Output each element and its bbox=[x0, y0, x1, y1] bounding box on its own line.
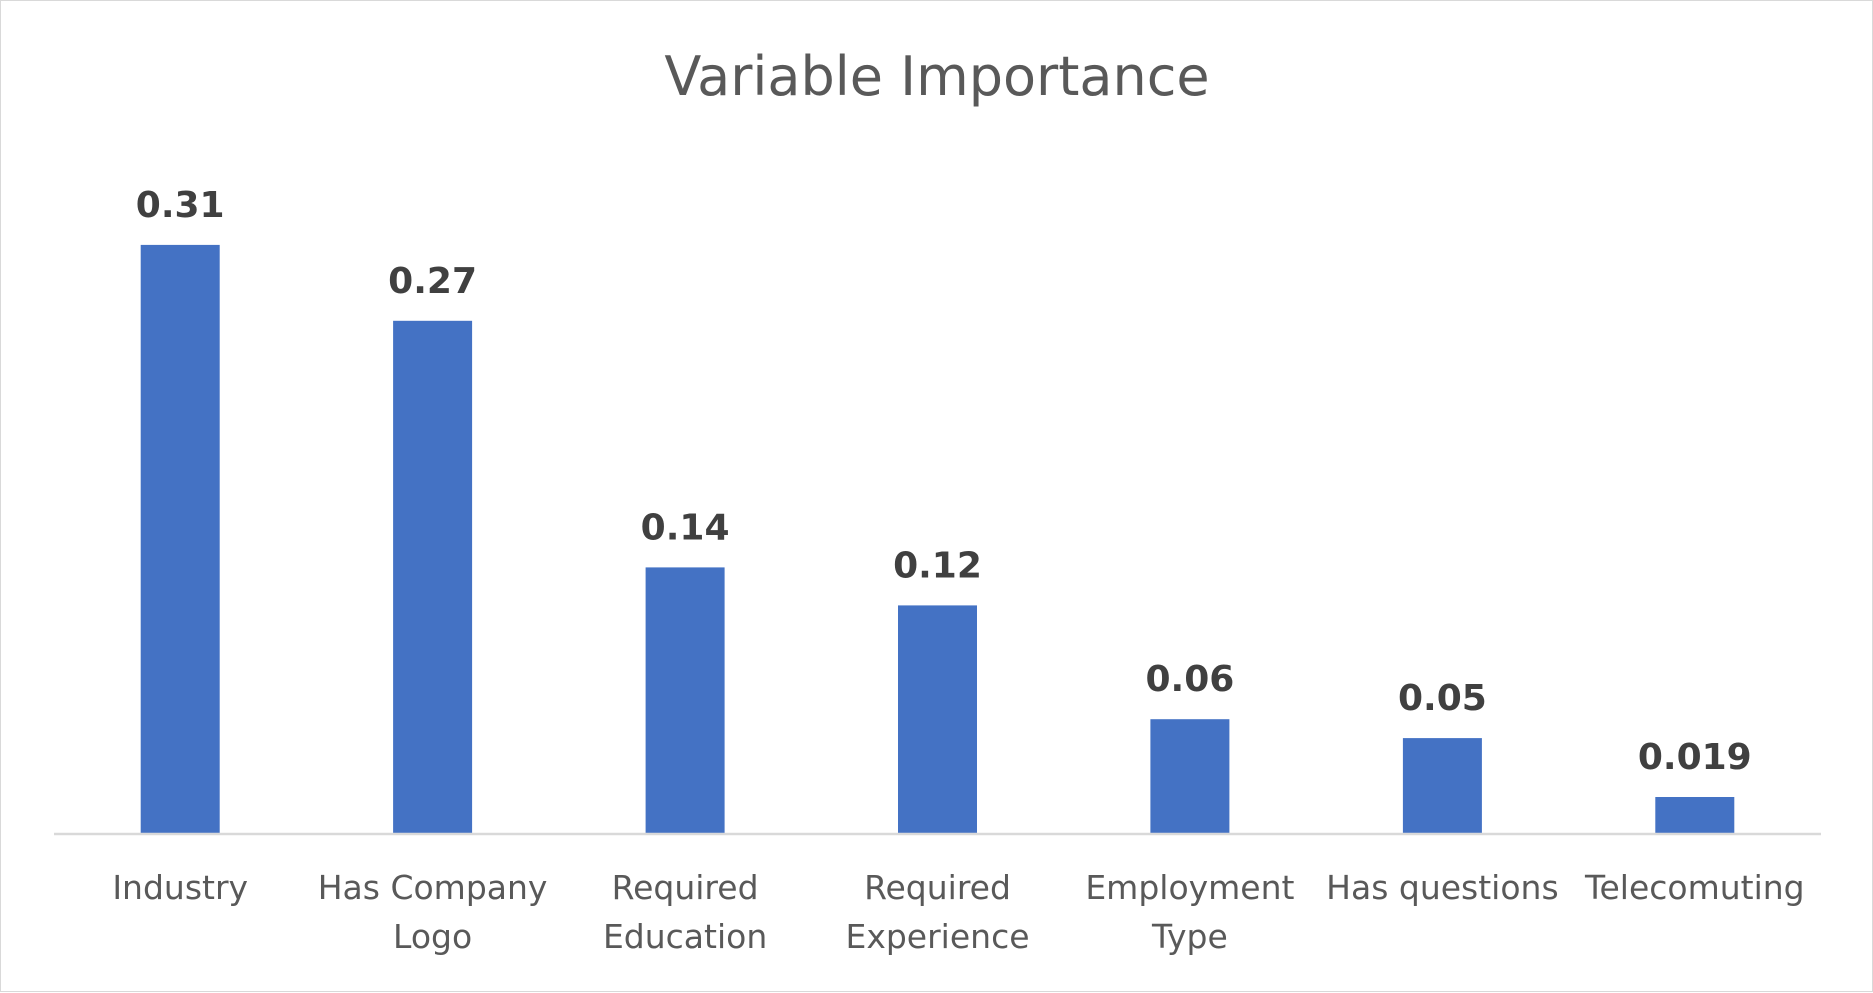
data-label: 0.27 bbox=[388, 261, 477, 302]
category-label: Experience bbox=[845, 917, 1029, 956]
bar bbox=[1655, 797, 1735, 833]
category-label: Required bbox=[864, 868, 1011, 907]
bars-group bbox=[140, 244, 1735, 833]
category-label: Has questions bbox=[1326, 868, 1558, 907]
category-labels-group: Industry Has Company Logo Required Education… bbox=[112, 868, 1804, 956]
data-label: 0.019 bbox=[1638, 737, 1752, 778]
chart-title: Variable Importance bbox=[664, 45, 1209, 108]
bar bbox=[140, 244, 220, 833]
category-label: Education bbox=[603, 917, 767, 956]
category-label: Industry bbox=[112, 868, 248, 907]
bar bbox=[898, 605, 977, 833]
data-label: 0.05 bbox=[1398, 678, 1487, 719]
category-label: Employment bbox=[1085, 868, 1294, 907]
bar bbox=[1150, 719, 1230, 833]
category-label: Required bbox=[612, 868, 759, 907]
category-label: Telecomuting bbox=[1584, 868, 1805, 907]
bar bbox=[645, 567, 725, 833]
category-label: Type bbox=[1151, 917, 1228, 956]
bar bbox=[393, 320, 473, 833]
data-label: 0.14 bbox=[641, 507, 730, 548]
data-label: 0.06 bbox=[1145, 659, 1234, 700]
category-label: Has Company bbox=[318, 868, 548, 907]
data-label: 0.12 bbox=[893, 545, 982, 586]
data-label: 0.31 bbox=[136, 185, 225, 226]
category-label: Logo bbox=[393, 917, 472, 956]
bar bbox=[1402, 738, 1482, 833]
data-labels-group: 0.31 0.27 0.14 0.12 0.06 0.05 0.019 bbox=[136, 185, 1752, 778]
